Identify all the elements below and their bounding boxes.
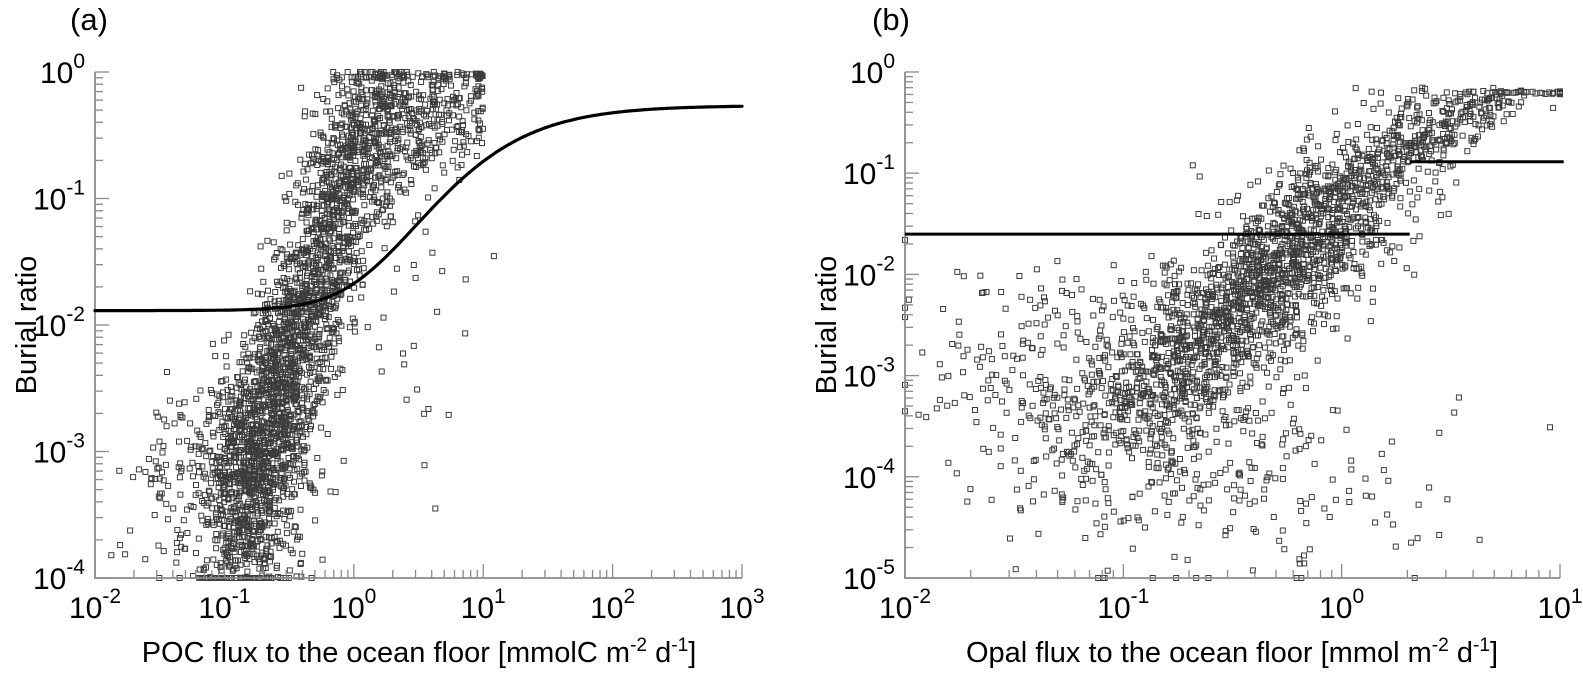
label-text: ]	[688, 637, 697, 669]
label-text: d	[1448, 637, 1473, 669]
svg-text:100: 100	[40, 50, 85, 90]
svg-text:10-2: 10-2	[69, 585, 121, 625]
tick-labels: 10-2 10-1 100 101 102 103 100 10-1 10-2 10-3 10-4	[33, 50, 765, 625]
unit-exponent: -2	[1431, 635, 1449, 657]
label-text: Opal flux to the ocean floor [mmol m	[965, 637, 1432, 669]
unit-exponent: -1	[1472, 635, 1490, 657]
svg-text:10-3: 10-3	[33, 430, 85, 470]
tick-marks	[904, 71, 1561, 579]
panel-b-x-axis-label: Opal flux to the ocean floor [mmol m-2 d…	[965, 635, 1499, 670]
label-text: POC flux to the ocean floor [mmolC m	[141, 637, 631, 669]
y-axis-label: Burial ratio	[11, 256, 43, 395]
svg-text:103: 103	[719, 585, 764, 625]
label-text: d	[647, 637, 672, 669]
panel-a-x-axis-label: POC flux to the ocean floor [mmolC m-2 d…	[141, 635, 697, 670]
svg-text:10-1: 10-1	[198, 585, 250, 625]
fit-curve	[93, 104, 744, 313]
y-axis-label: Burial ratio	[811, 256, 843, 395]
svg-text:101: 101	[461, 585, 506, 625]
unit-exponent: -1	[671, 635, 689, 657]
panel-b-letter: (b)	[872, 2, 910, 37]
panel-b-plot: 10-2 10-1 100 10110010-110-210-310-410-5Bur…	[811, 50, 1583, 625]
unit-exponent: -2	[630, 635, 648, 657]
svg-text:10-4: 10-4	[33, 556, 85, 596]
scatter-points	[108, 69, 497, 581]
svg-text:100: 100	[331, 585, 376, 625]
panel-a-plot: 10-2 10-1 100 101 102 103 100 10-1 10-2 10-3 10-4 B…	[11, 50, 765, 625]
panel-a-letter: (a)	[70, 2, 108, 37]
svg-text:102: 102	[590, 585, 635, 625]
svg-text:10-2: 10-2	[33, 303, 85, 343]
label-text: ]	[1489, 637, 1499, 669]
svg-text:10-1: 10-1	[33, 177, 85, 217]
scatter-points	[902, 84, 1563, 581]
tick-marks	[94, 71, 743, 579]
axes	[904, 72, 1560, 579]
